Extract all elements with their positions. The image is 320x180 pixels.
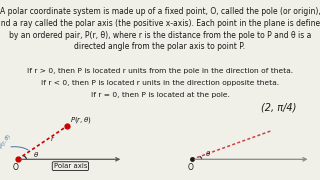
Text: If r > 0, then P is located r units from the pole in the direction of theta.: If r > 0, then P is located r units from…: [27, 68, 293, 74]
Text: O: O: [188, 163, 193, 172]
Text: O: O: [13, 163, 19, 172]
Text: $P(r, \theta)$: $P(r, \theta)$: [70, 114, 92, 125]
Text: r: r: [51, 136, 53, 142]
Text: by an ordered pair, P(r, θ), where r is the distance from the pole to P and θ is: by an ordered pair, P(r, θ), where r is …: [9, 31, 311, 40]
Text: A polar coordinate system is made up of a fixed point, O, called the pole (or or: A polar coordinate system is made up of …: [0, 7, 320, 16]
Text: If r < 0, then P is located r units in the direction opposite theta.: If r < 0, then P is located r units in t…: [41, 80, 279, 86]
Text: $\theta$: $\theta$: [205, 149, 212, 158]
Text: directed angle from the polar axis to point P.: directed angle from the polar axis to po…: [75, 42, 245, 51]
Text: $\theta$: $\theta$: [33, 150, 39, 159]
Text: Polar axis: Polar axis: [54, 163, 87, 169]
Text: $P(r, \theta)$: $P(r, \theta)$: [0, 132, 14, 151]
Text: (2, π/4): (2, π/4): [261, 103, 296, 113]
Text: If r = 0, then P is located at the pole.: If r = 0, then P is located at the pole.: [91, 92, 229, 98]
Text: and a ray called the polar axis (the positive x-axis). Each point in the plane i: and a ray called the polar axis (the pos…: [0, 19, 320, 28]
